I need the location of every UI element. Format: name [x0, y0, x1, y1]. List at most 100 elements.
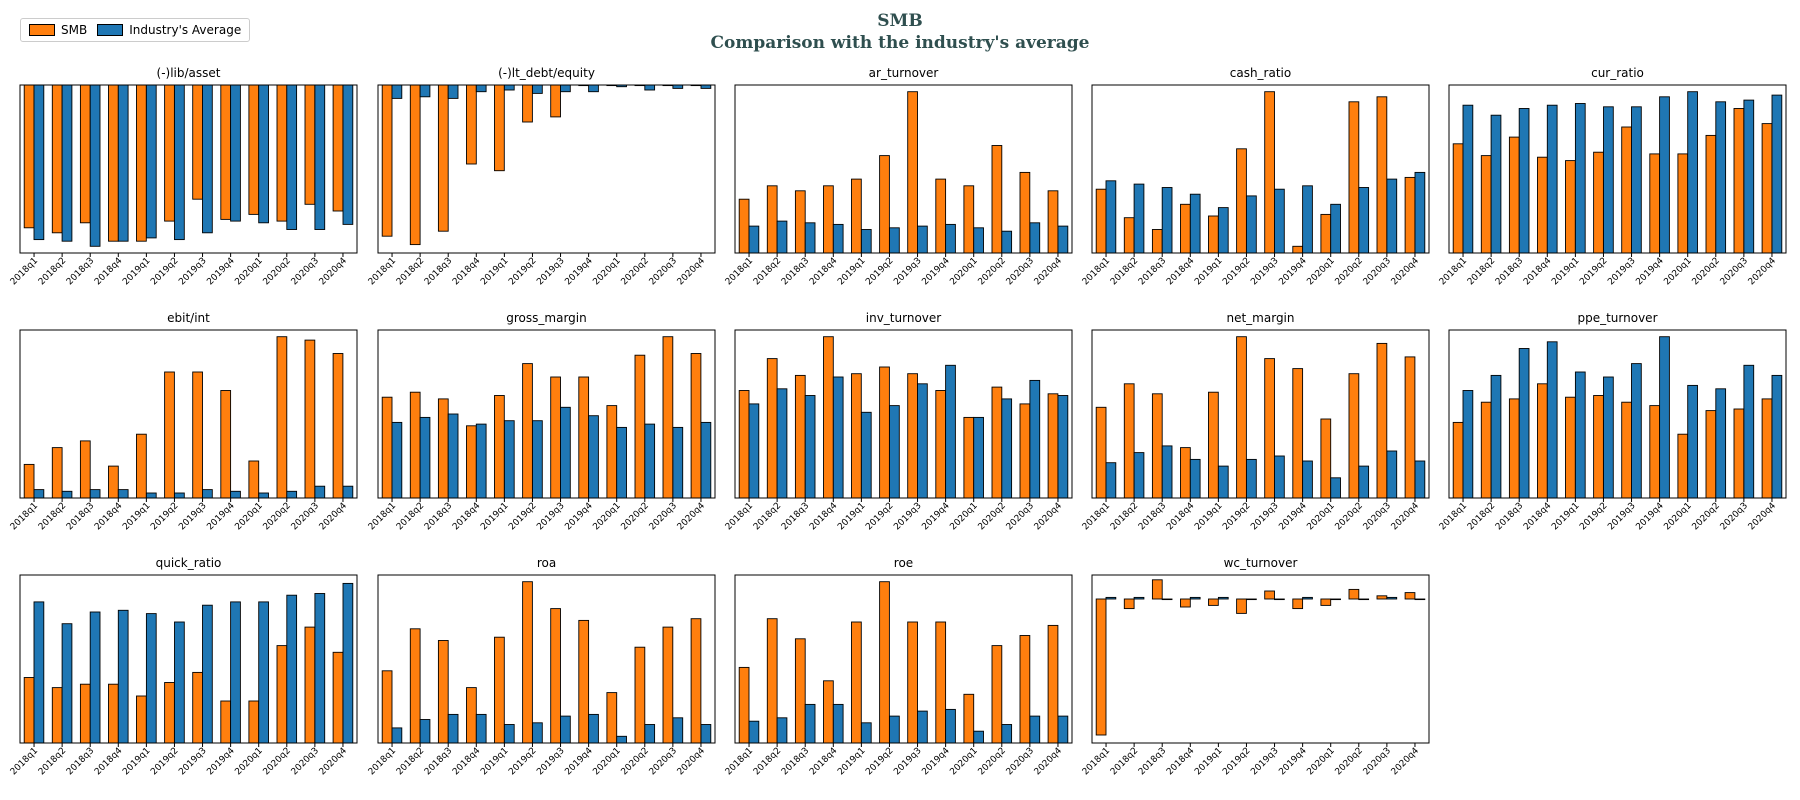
panel-title: ar_turnover: [869, 66, 939, 80]
x-tick-label: 2020q4: [1033, 746, 1065, 778]
x-tick-label: 2019q4: [205, 501, 237, 533]
bar: [832, 223, 844, 254]
x-tick-label: 2020q2: [620, 746, 651, 777]
bar: [1603, 106, 1614, 254]
bar: [391, 727, 403, 744]
bar: [1264, 590, 1275, 600]
bar: [1687, 384, 1698, 499]
x-tick-label: 2018q2: [395, 501, 426, 532]
bar: [1348, 101, 1360, 254]
x-tick-label: 2019q1: [1550, 256, 1581, 287]
bar: [1705, 134, 1717, 254]
bar: [578, 619, 590, 744]
bar: [1105, 596, 1117, 600]
bar: [522, 581, 533, 744]
bar: [1057, 225, 1069, 254]
x-tick-label: 2018q4: [1522, 256, 1554, 288]
bar: [304, 339, 316, 499]
bar: [1715, 101, 1727, 254]
bar: [1217, 207, 1229, 254]
x-tick-label: 2020q3: [1005, 256, 1036, 287]
bar: [332, 651, 344, 744]
bar: [1376, 96, 1388, 254]
plot-frame: [377, 84, 716, 254]
chart-panel: inv_turnover2018q12018q22018q32018q42019…: [724, 311, 1073, 532]
bar: [991, 386, 1003, 499]
x-tick-label: 2020q3: [1362, 501, 1393, 532]
x-tick-label: 2019q2: [1578, 256, 1609, 287]
bar: [108, 465, 119, 499]
panel-title: ppe_turnover: [1577, 311, 1657, 325]
bar: [1029, 715, 1041, 744]
bar: [1236, 148, 1247, 254]
plot-frame: [1091, 329, 1430, 499]
bar: [1320, 598, 1332, 606]
bar: [672, 717, 684, 744]
x-tick-label: 2019q4: [1277, 501, 1309, 533]
bar: [1414, 598, 1426, 601]
bar: [89, 84, 101, 247]
x-tick-label: 2018q3: [1494, 256, 1525, 287]
bar: [79, 683, 91, 744]
x-tick-label: 2019q4: [205, 746, 237, 778]
bar: [578, 376, 590, 499]
x-tick-label: 2019q3: [1249, 746, 1280, 777]
bar: [174, 84, 185, 241]
x-tick-label: 2018q1: [1438, 256, 1469, 287]
bar: [804, 222, 816, 254]
bar: [230, 490, 241, 499]
bar: [804, 395, 816, 499]
bar: [1480, 155, 1492, 254]
bar: [1546, 341, 1558, 499]
bar: [342, 84, 354, 225]
x-tick-label: 2019q3: [177, 256, 208, 287]
bar: [1302, 185, 1313, 254]
x-tick-label: 2020q4: [1390, 256, 1422, 288]
x-tick-label: 2018q2: [1109, 256, 1140, 287]
x-tick-label: 2018q1: [724, 256, 755, 287]
x-tick-label: 2020q2: [977, 256, 1008, 287]
bar: [588, 415, 599, 499]
panel-title: inv_turnover: [866, 311, 942, 325]
x-tick-label: 2018q2: [395, 746, 426, 777]
bar: [503, 724, 515, 744]
bar: [1771, 374, 1783, 499]
chart-panel: ar_turnover2018q12018q22018q32018q42019q…: [724, 66, 1073, 287]
bar: [1743, 99, 1755, 254]
panel-title: wc_turnover: [1224, 556, 1298, 570]
bar: [766, 618, 778, 744]
chart-panel: cur_ratio2018q12018q22018q32018q42019q12…: [1438, 66, 1787, 288]
bar: [1508, 398, 1520, 499]
x-tick-label: 2018q3: [1137, 501, 1168, 532]
bar: [766, 358, 778, 499]
x-tick-label: 2020q1: [233, 746, 264, 777]
x-tick-label: 2020q2: [620, 256, 651, 287]
bar: [907, 621, 918, 744]
bar: [89, 611, 101, 744]
bar: [1733, 108, 1745, 254]
bar: [117, 489, 129, 499]
bar: [1180, 447, 1191, 499]
bar: [616, 426, 627, 499]
bar: [258, 84, 269, 224]
plot-frame: [734, 329, 1073, 499]
x-tick-label: 2020q3: [1005, 501, 1036, 532]
bar: [1274, 455, 1285, 499]
bar: [1274, 188, 1285, 254]
plot-frame: [734, 84, 1073, 254]
x-tick-label: 2019q3: [1249, 501, 1280, 532]
bar: [1246, 458, 1257, 499]
x-tick-label: 2018q3: [780, 256, 811, 287]
x-tick-label: 2018q4: [808, 746, 840, 778]
bar: [879, 155, 890, 254]
bar: [1348, 373, 1360, 499]
bar: [644, 423, 656, 499]
bar: [304, 626, 316, 744]
bar: [409, 391, 421, 499]
bar: [823, 336, 834, 499]
bar: [494, 395, 505, 499]
x-tick-label: 2020q1: [591, 256, 622, 287]
plot-frame: [1448, 84, 1787, 254]
x-tick-label: 2020q3: [1719, 256, 1750, 287]
bar: [1217, 465, 1229, 499]
